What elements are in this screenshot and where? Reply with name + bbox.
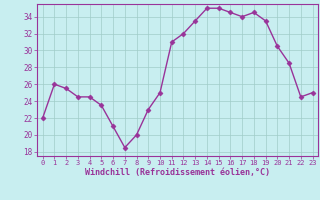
X-axis label: Windchill (Refroidissement éolien,°C): Windchill (Refroidissement éolien,°C)	[85, 168, 270, 177]
